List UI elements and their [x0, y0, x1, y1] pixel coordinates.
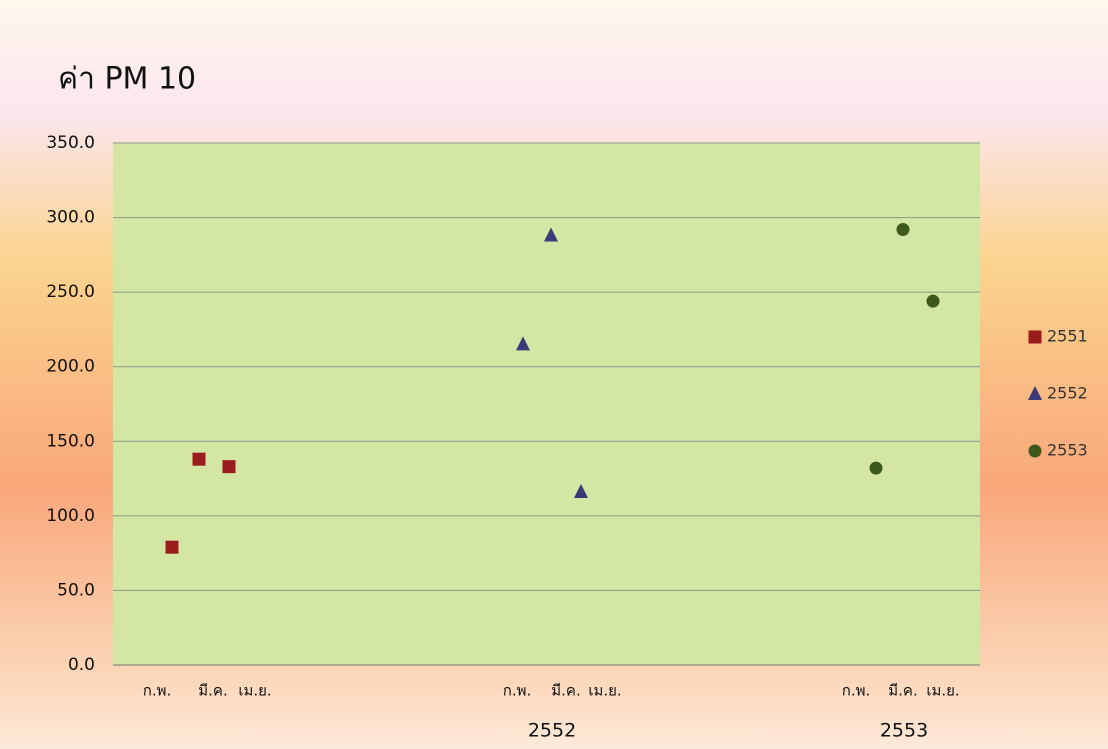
- x-tick-label: เม.ย.: [238, 682, 271, 700]
- legend-label: 2551: [1047, 327, 1088, 346]
- x-tick-label: ก.พ.: [842, 682, 871, 700]
- x-tick-label: เม.ย.: [926, 682, 959, 700]
- y-tick-label: 150.0: [46, 431, 95, 451]
- data-point: [192, 452, 206, 466]
- y-tick-label: 200.0: [46, 357, 95, 377]
- x-tick-label: มี.ค.: [888, 682, 917, 700]
- data-point: [165, 540, 179, 554]
- data-point: [544, 227, 558, 242]
- y-tick-label: 350.0: [46, 133, 95, 153]
- y-tick-label: 100.0: [46, 506, 95, 526]
- group-label: 2552: [528, 720, 576, 742]
- data-point: [574, 483, 588, 498]
- data-point: [222, 460, 236, 474]
- data-point: [869, 461, 883, 475]
- x-tick-label: เม.ย.: [588, 682, 621, 700]
- x-tick-label: ก.พ.: [143, 682, 172, 700]
- group-label: 2553: [880, 720, 928, 742]
- x-tick-label: มี.ค.: [198, 682, 227, 700]
- y-tick-label: 300.0: [46, 208, 95, 228]
- y-tick-label: 0.0: [68, 655, 95, 675]
- legend-marker: [1028, 330, 1042, 344]
- plot-area: [113, 143, 980, 665]
- legend-label: 2552: [1047, 384, 1088, 403]
- legend-marker: [1028, 444, 1042, 458]
- data-point: [896, 223, 910, 237]
- data-point: [926, 294, 940, 308]
- legend-marker: [1028, 386, 1042, 400]
- chart-title: ค่า PM 10: [58, 62, 196, 97]
- y-tick-label: 250.0: [46, 282, 95, 302]
- legend-label: 2553: [1047, 441, 1088, 460]
- data-point: [516, 336, 530, 351]
- x-tick-label: มี.ค.: [551, 682, 580, 700]
- x-tick-label: ก.พ.: [503, 682, 532, 700]
- y-tick-label: 50.0: [57, 580, 95, 600]
